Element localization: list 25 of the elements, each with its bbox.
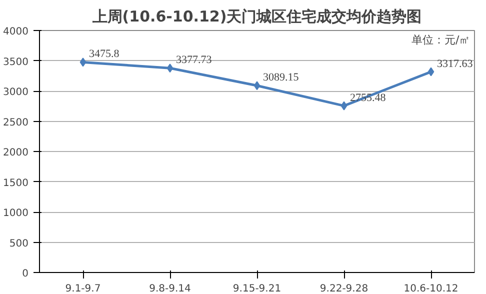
annotation: 单位：元/㎡	[411, 34, 470, 46]
point	[80, 58, 86, 67]
chart-title: 上周(10.6-10.12)天门城区住宅成交均价趋势图	[91, 8, 422, 26]
y-tick-label: 4000	[3, 26, 29, 38]
data-label: 3475.8	[89, 48, 120, 60]
y-tick-label: 3500	[3, 56, 29, 68]
data-label: 3089.15	[263, 72, 300, 84]
y-tick-label: 2000	[3, 148, 29, 158]
x-tick-label: 9.1-9.7	[65, 284, 101, 294]
x-tick-label: 9.8-9.14	[149, 284, 191, 294]
y-tick-label: 2500	[3, 117, 29, 128]
x-tick-label: 9.15-9.21	[232, 284, 282, 294]
point	[166, 64, 174, 73]
y-tick-label: 500	[9, 238, 29, 250]
x-tick-label: 9.22-9.28	[320, 284, 368, 294]
x-tick-label: 10.6-10.12	[404, 284, 458, 294]
point	[428, 67, 434, 76]
y-tick-label: 0	[22, 268, 29, 280]
data-label: 3317.63	[437, 58, 474, 70]
y-tick-label: 3000	[3, 87, 29, 98]
y-tick-label: 1000	[3, 208, 29, 219]
point	[340, 101, 348, 110]
data-label: 3377.73	[176, 54, 212, 66]
y-tick-label: 1500	[3, 178, 29, 189]
point	[254, 81, 260, 90]
